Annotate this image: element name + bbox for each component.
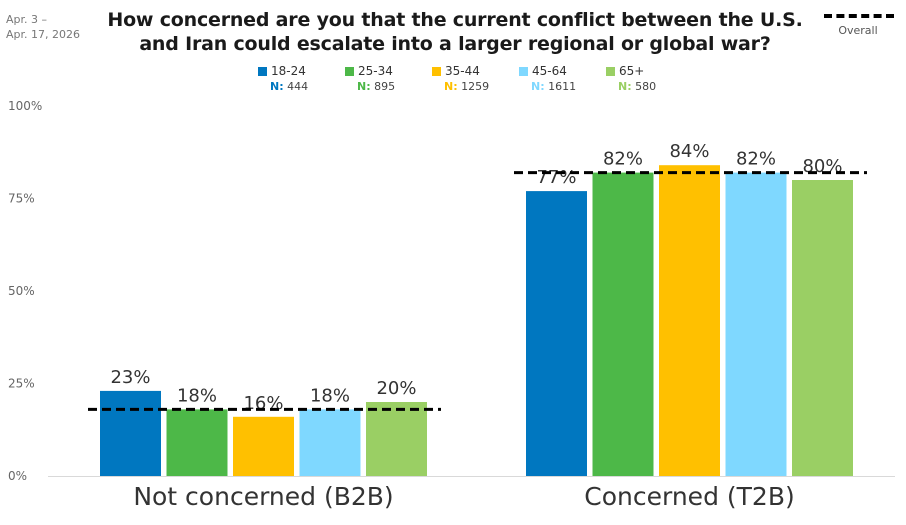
legend-item-header: 35-44 xyxy=(432,64,522,78)
legend-n-value: 1259 xyxy=(457,80,490,93)
date-range-start: Apr. 3 – xyxy=(6,13,48,26)
legend-item: 35-44 N: 1259 xyxy=(432,64,522,93)
legend-swatch xyxy=(432,66,441,76)
legend-swatch xyxy=(519,66,528,76)
legend-sample-size: N: 580 xyxy=(606,80,696,93)
legend-n-label: N: xyxy=(357,80,371,93)
legend-sample-size: N: 444 xyxy=(258,80,348,93)
legend-swatch xyxy=(258,66,267,76)
legend-item-header: 65+ xyxy=(606,64,696,78)
bar xyxy=(166,409,228,476)
y-tick-label: 0% xyxy=(8,469,27,483)
legend-item-header: 45-64 xyxy=(519,64,609,78)
legend-item: 45-64 N: 1611 xyxy=(519,64,609,93)
legend-n-value: 895 xyxy=(370,80,396,93)
legend-swatch xyxy=(345,66,354,76)
legend-series-name: 45-64 xyxy=(532,64,567,78)
data-label: 23% xyxy=(110,367,150,388)
legend-n-value: 1611 xyxy=(544,80,577,93)
legend-sample-size: N: 1259 xyxy=(432,80,522,93)
data-label: 20% xyxy=(376,378,416,399)
legend-n-label: N: xyxy=(270,80,284,93)
legend-n-label: N: xyxy=(531,80,545,93)
bar xyxy=(100,390,161,476)
bar xyxy=(233,416,294,476)
y-tick-label: 75% xyxy=(8,192,35,206)
chart-title: How concerned are you that the current c… xyxy=(107,9,803,55)
y-tick-label: 25% xyxy=(8,377,35,391)
data-label: 82% xyxy=(736,149,776,170)
data-label: 82% xyxy=(603,149,643,170)
legend-item: 65+ N: 580 xyxy=(606,64,696,93)
date-range: Apr. 3 – Apr. 17, 2026 xyxy=(6,12,80,42)
overall-legend-label: Overall xyxy=(838,24,878,37)
legend-n-label: N: xyxy=(618,80,632,93)
legend-item-header: 25-34 xyxy=(345,64,435,78)
bar xyxy=(792,180,853,476)
data-label: 18% xyxy=(177,385,217,406)
category-label: Not concerned (B2B) xyxy=(133,482,393,511)
data-label: 77% xyxy=(536,167,576,188)
legend-sample-size: N: 1611 xyxy=(519,80,609,93)
y-tick-label: 100% xyxy=(8,99,42,113)
bar xyxy=(299,409,361,476)
category-label: Concerned (T2B) xyxy=(584,482,794,511)
date-range-end: Apr. 17, 2026 xyxy=(6,28,80,41)
legend-series-name: 25-34 xyxy=(358,64,393,78)
legend-n-label: N: xyxy=(444,80,458,93)
legend-series-name: 35-44 xyxy=(445,64,480,78)
bar xyxy=(659,165,720,476)
legend-n-value: 444 xyxy=(283,80,309,93)
data-label: 18% xyxy=(310,385,350,406)
bar xyxy=(725,172,787,476)
legend-item: 25-34 N: 895 xyxy=(345,64,435,93)
overall-legend-line xyxy=(824,14,894,18)
legend-item: 18-24 N: 444 xyxy=(258,64,348,93)
legend-item-header: 18-24 xyxy=(258,64,348,78)
legend-swatch xyxy=(606,66,615,76)
bar xyxy=(366,402,427,476)
overall-legend: Overall xyxy=(820,10,900,44)
data-label: 84% xyxy=(669,141,709,162)
legend-series-name: 18-24 xyxy=(271,64,306,78)
y-tick-label: 50% xyxy=(8,284,35,298)
legend-sample-size: N: 895 xyxy=(345,80,435,93)
bar xyxy=(592,172,654,476)
legend-series-name: 65+ xyxy=(619,64,645,78)
legend-n-value: 580 xyxy=(631,80,657,93)
bar xyxy=(526,191,587,476)
